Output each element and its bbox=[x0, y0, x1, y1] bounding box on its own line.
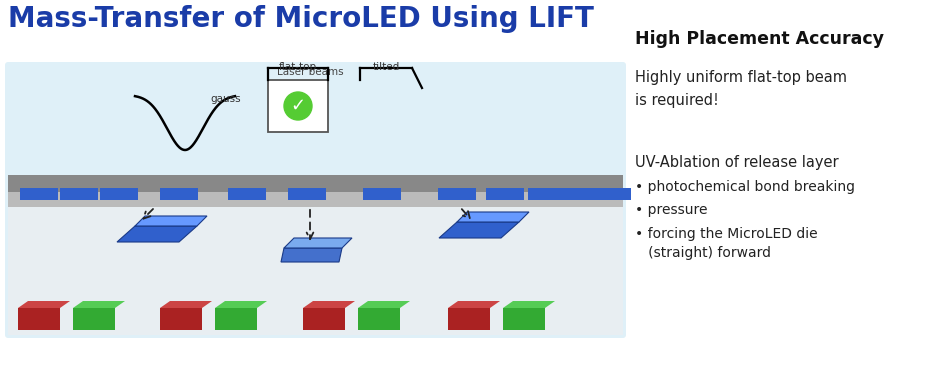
Bar bbox=[160, 188, 198, 200]
Polygon shape bbox=[73, 301, 125, 308]
Bar bbox=[358, 308, 400, 330]
Bar bbox=[438, 188, 476, 200]
Bar bbox=[268, 80, 328, 132]
Bar bbox=[593, 188, 631, 200]
FancyBboxPatch shape bbox=[5, 62, 626, 338]
Bar bbox=[528, 188, 566, 200]
Bar bbox=[160, 308, 202, 330]
Bar bbox=[60, 188, 98, 200]
Text: High Placement Accuracy: High Placement Accuracy bbox=[635, 30, 884, 48]
Polygon shape bbox=[18, 301, 70, 308]
Text: Mass-Transfer of MicroLED Using LIFT: Mass-Transfer of MicroLED Using LIFT bbox=[8, 5, 594, 33]
Bar bbox=[215, 308, 257, 330]
Text: gauss: gauss bbox=[210, 94, 240, 104]
Text: • forcing the MicroLED die
   (straight) forward: • forcing the MicroLED die (straight) fo… bbox=[635, 227, 818, 261]
Text: Highly uniform flat-top beam
is required!: Highly uniform flat-top beam is required… bbox=[635, 70, 847, 108]
Polygon shape bbox=[135, 216, 207, 226]
Text: UV-Ablation of release layer: UV-Ablation of release layer bbox=[635, 155, 839, 170]
Bar bbox=[303, 308, 345, 330]
Bar bbox=[503, 308, 545, 330]
Polygon shape bbox=[215, 301, 267, 308]
Bar bbox=[228, 188, 266, 200]
Polygon shape bbox=[281, 248, 342, 262]
Polygon shape bbox=[358, 301, 410, 308]
Bar bbox=[288, 188, 326, 200]
Bar bbox=[363, 188, 401, 200]
Text: • photochemical bond breaking: • photochemical bond breaking bbox=[635, 180, 855, 194]
Bar bbox=[18, 308, 60, 330]
Bar bbox=[563, 188, 601, 200]
Bar bbox=[486, 188, 524, 200]
Text: flat-top: flat-top bbox=[279, 62, 317, 72]
Polygon shape bbox=[284, 238, 352, 248]
Text: tilted: tilted bbox=[372, 62, 400, 72]
Polygon shape bbox=[448, 301, 500, 308]
Polygon shape bbox=[117, 226, 197, 242]
Text: ✓: ✓ bbox=[291, 97, 306, 115]
Polygon shape bbox=[503, 301, 555, 308]
Text: • pressure: • pressure bbox=[635, 203, 708, 217]
Bar bbox=[20, 188, 58, 200]
Bar bbox=[8, 207, 623, 335]
Bar bbox=[8, 205, 623, 335]
Polygon shape bbox=[160, 301, 212, 308]
Polygon shape bbox=[457, 212, 529, 222]
Polygon shape bbox=[303, 301, 355, 308]
Bar bbox=[73, 308, 115, 330]
Circle shape bbox=[284, 92, 312, 120]
Text: Laser beams: Laser beams bbox=[276, 67, 343, 77]
Bar bbox=[8, 192, 623, 207]
Bar bbox=[448, 308, 490, 330]
Bar bbox=[100, 188, 138, 200]
Polygon shape bbox=[439, 222, 519, 238]
Bar bbox=[8, 175, 623, 192]
